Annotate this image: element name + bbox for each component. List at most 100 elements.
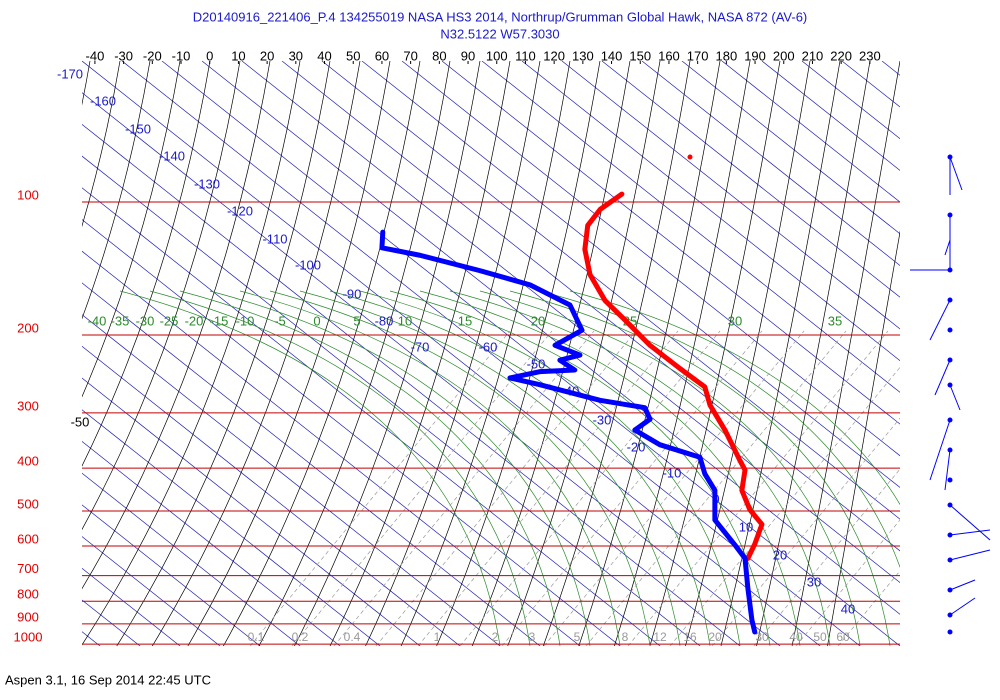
- gray-line-label: 12: [653, 630, 667, 644]
- blue-diagonal: [82, 155, 701, 646]
- blue-line-label: -90: [343, 286, 362, 301]
- blue-line-label: -50: [527, 356, 546, 371]
- blue-diagonal: [82, 377, 421, 646]
- blue-diagonal: [601, 61, 900, 298]
- footer: Aspen 3.1, 16 Sep 2014 22:45 UTC: [5, 672, 211, 687]
- x-tick-label: 230: [859, 48, 881, 63]
- isotherm: [685, 61, 811, 646]
- blue-diagonal: [82, 345, 461, 646]
- blue-line-label: -150: [125, 121, 151, 136]
- mixing-ratio: [795, 519, 900, 646]
- gray-line-label: 60: [836, 630, 850, 644]
- blue-diagonal: [82, 219, 621, 646]
- isotherm: [791, 61, 900, 646]
- mixing-ratio: [501, 330, 763, 646]
- blue-line-label: 30: [807, 574, 821, 589]
- blue-line-label: -100: [295, 257, 321, 272]
- blue-line-label: -110: [262, 231, 287, 246]
- isotherm: [82, 61, 91, 106]
- mixing-ratio: [711, 417, 900, 646]
- x-tick-label: 150: [629, 48, 651, 63]
- gray-line-label: 2: [492, 630, 499, 644]
- x-tick-label: 80: [432, 48, 446, 63]
- gray-line-label: 0.1: [248, 630, 265, 644]
- gray-line-label: 3: [529, 630, 536, 644]
- isotherm: [82, 61, 151, 320]
- blue-line-label: -60: [479, 339, 498, 354]
- green-line-label: 0: [313, 313, 320, 328]
- x-tick-label: 190: [744, 48, 766, 63]
- blue-diagonal: [721, 61, 900, 203]
- blue-diagonal: [82, 409, 381, 646]
- blue-diagonal: [681, 61, 900, 235]
- blue-diagonal: [962, 61, 1000, 700]
- gray-line-label: 0.4: [344, 630, 361, 644]
- mixing-ratio: [627, 330, 889, 646]
- x-tick-label: 0: [206, 48, 213, 63]
- x-tick-label: -40: [86, 48, 105, 63]
- green-line-label: -10: [236, 313, 255, 328]
- x-tick-label: 10: [231, 48, 245, 63]
- mixing-ratio: [837, 570, 900, 646]
- y-tick-label: 100: [17, 187, 39, 202]
- profile-line: [582, 191, 765, 561]
- blue-diagonal: [761, 61, 900, 171]
- green-line-label: -40: [88, 313, 107, 328]
- y-tick-label: 200: [17, 320, 39, 335]
- mixing-ratio: [459, 330, 721, 646]
- x-tick-label: 170: [687, 48, 709, 63]
- y-tick-label: 1000: [14, 630, 43, 645]
- x-tick-label: 180: [716, 48, 738, 63]
- x-tick-label: 220: [830, 48, 852, 63]
- x-tick-label: 120: [543, 48, 565, 63]
- x-tick-label: -20: [143, 48, 162, 63]
- blue-diagonal: [82, 123, 741, 646]
- blue-diagonal: [0, 61, 142, 700]
- blue-diagonal: [801, 61, 900, 140]
- x-tick-label: 200: [773, 48, 795, 63]
- green-line-label: -30: [136, 313, 155, 328]
- x-tick-label: 210: [802, 48, 824, 63]
- gray-line-label: 5: [574, 630, 581, 644]
- blue-diagonal: [82, 504, 261, 646]
- blue-diagonal: [321, 61, 900, 520]
- isotherm: [507, 61, 661, 646]
- y-tick-label: 300: [17, 398, 39, 413]
- x-tick-label: 30: [289, 48, 303, 63]
- isotherm: [82, 61, 181, 398]
- green-line-label: -25: [160, 313, 179, 328]
- blue-diagonal: [281, 61, 900, 552]
- mixing-ratio: [543, 330, 805, 646]
- gray-line-label: 50: [813, 630, 827, 644]
- green-line-label: 15: [458, 313, 472, 328]
- green-line-label: -15: [210, 313, 229, 328]
- gray-line-label: 1: [434, 630, 441, 644]
- blue-line-label: -20: [627, 439, 646, 454]
- y-tick-label: 600: [17, 531, 39, 546]
- blue-diagonal: [82, 92, 781, 646]
- green-line-label: 10: [398, 313, 412, 328]
- y-tick-label: 800: [17, 587, 39, 602]
- gray-line-label: 0.2: [292, 630, 309, 644]
- x-tick-label: 20: [260, 48, 274, 63]
- moist-adiabat: [569, 290, 900, 506]
- blue-diagonal: [161, 61, 900, 646]
- chart-subtitle: N32.5122 W57.3030: [440, 26, 559, 41]
- blue-diagonal: [561, 61, 900, 330]
- blue-diagonal: [82, 187, 661, 646]
- gray-line-label: 20: [708, 630, 722, 644]
- isotherm: [578, 61, 721, 646]
- blue-diagonal: [481, 61, 900, 393]
- isotherm: [329, 61, 511, 646]
- blue-diagonal: [82, 536, 221, 646]
- blue-line-label: -170: [57, 66, 83, 81]
- isotherm: [756, 61, 871, 646]
- blue-diagonal: [82, 250, 581, 646]
- isotherm: [436, 61, 601, 646]
- mixing-ratio: [375, 330, 637, 646]
- x-tick-label: 130: [572, 48, 594, 63]
- blue-line-label: -70: [411, 339, 430, 354]
- y-tick-label: 900: [17, 609, 39, 624]
